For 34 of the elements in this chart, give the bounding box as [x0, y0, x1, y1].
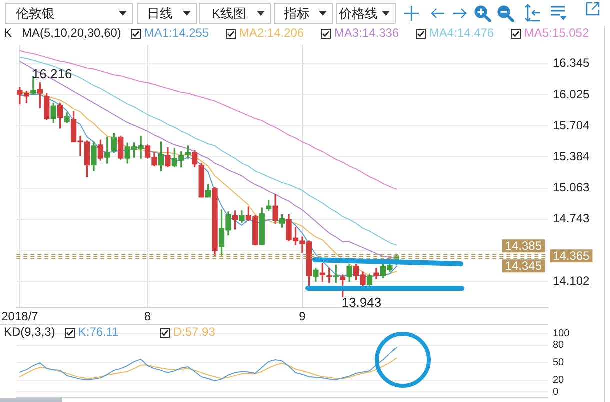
y-tick-label: 15.063 [553, 180, 590, 195]
y-tick-label: 15.704 [553, 118, 590, 132]
text: MA2:14.206 [239, 26, 304, 40]
text: MA5:15.052 [524, 26, 590, 40]
legend-title: KD(9,3,3) [4, 325, 56, 339]
x-tick-label: 8 [144, 310, 152, 324]
y-tick-label: 16.345 [553, 56, 590, 70]
ref-line-label: 14.385 [505, 238, 542, 253]
text: 价格线 [339, 6, 379, 22]
y-tick-label: 16.025 [553, 87, 590, 102]
x-tick-label: 2018/7 [2, 310, 39, 324]
ref-line-label: 14.345 [505, 258, 542, 273]
y-tick-label: 0 [553, 386, 559, 398]
ref-line-label: 14.365 [553, 248, 590, 263]
annotation: 13.943 [342, 295, 382, 310]
chart-title: K [4, 26, 12, 40]
y-tick-label: 14.102 [553, 274, 590, 288]
text: K线图 [212, 6, 248, 22]
legend-title: MA(5,10,20,30,60) [22, 26, 122, 40]
text: 伦敦银 [16, 6, 56, 22]
y-tick-label: 80 [553, 340, 565, 352]
text: MA3:14.336 [334, 26, 400, 40]
y-tick-label: 50 [553, 358, 565, 369]
text: D:57.93 [173, 325, 216, 339]
x-tick-label: 9 [299, 310, 306, 324]
y-tick-label: 15.384 [553, 150, 590, 164]
text: 指标 [284, 6, 311, 22]
text: MA1:14.255 [144, 26, 210, 40]
text: K:76.11 [78, 325, 119, 339]
y-tick-label: 20 [553, 375, 565, 386]
y-tick-label: 100 [553, 328, 570, 340]
text: MA4:14.476 [429, 26, 494, 40]
text: 日线 [147, 6, 174, 22]
y-tick-label: 14.743 [553, 212, 590, 226]
